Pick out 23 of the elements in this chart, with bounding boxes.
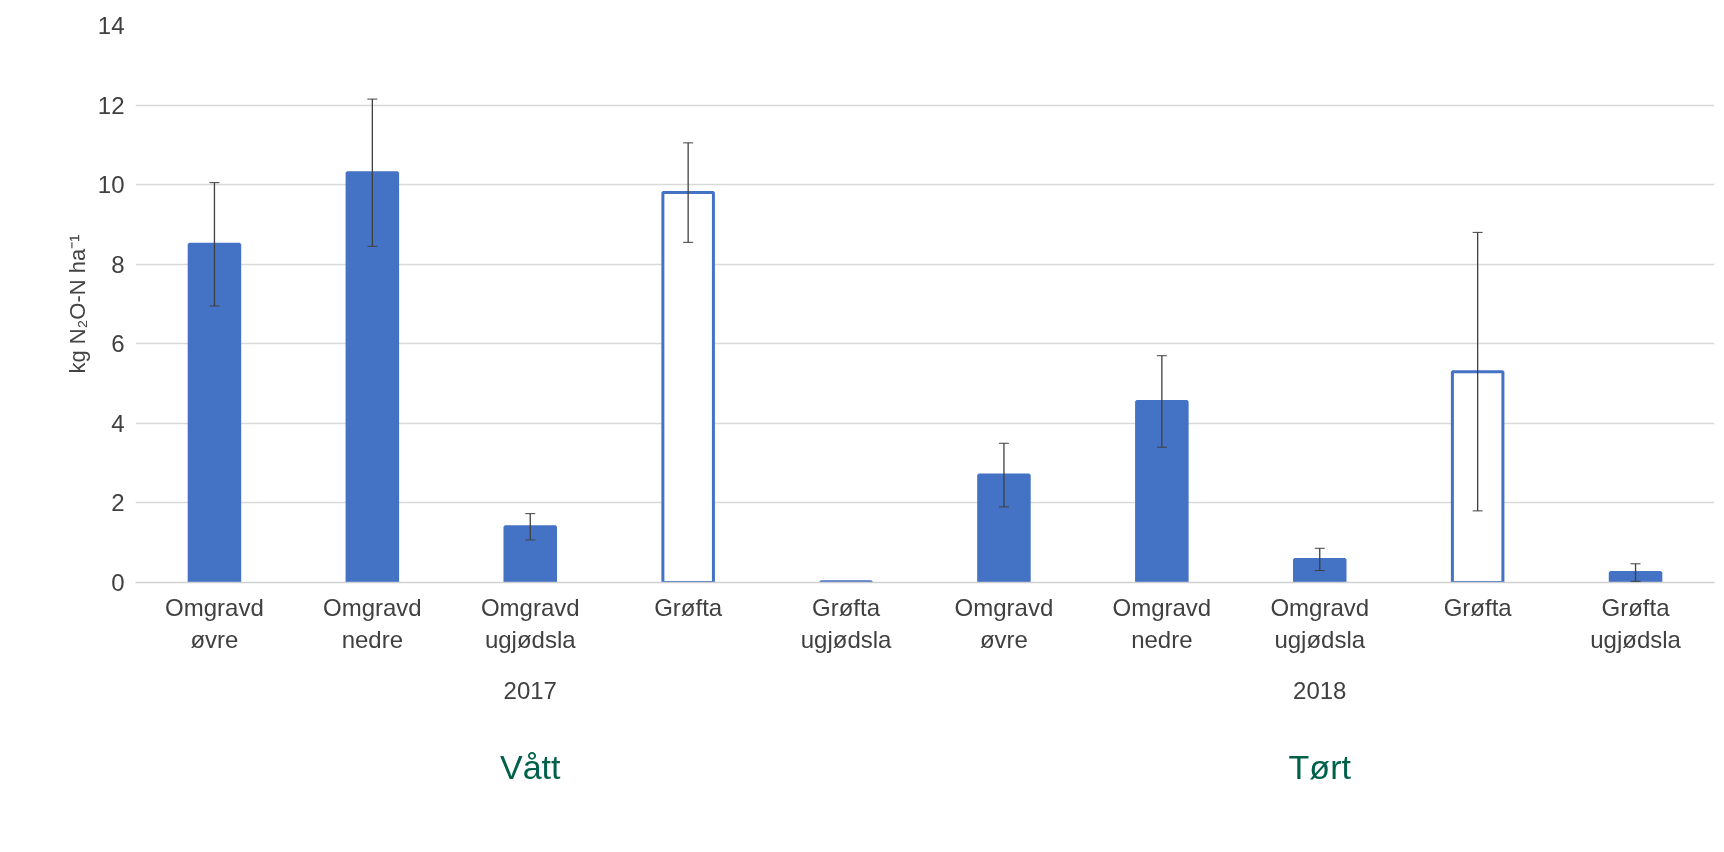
x-tick-label: Grøfta ugjødsla: [800, 593, 893, 653]
y-axis-title: kg N₂O-N ha⁻¹: [64, 234, 90, 374]
y-tick-label: 12: [97, 91, 125, 119]
text: Tørt: [1288, 747, 1352, 786]
x-tick-label: Grøfta ugjødsla: [1590, 593, 1682, 653]
x-tick-label: Grøfta: [654, 593, 723, 621]
y-tick-label: 2: [111, 489, 125, 517]
y-tick-label: 0: [111, 569, 125, 596]
x-tick-label: Omgravd nedre: [323, 593, 422, 653]
x-tick-label: Grøfta: [1443, 593, 1513, 621]
x-tick-label: Omgravd øvre: [954, 593, 1054, 653]
y-tick-label: 10: [97, 171, 125, 199]
y-tick-label: 8: [111, 250, 125, 278]
text: Vått: [500, 747, 562, 786]
y-tick-label: 14: [97, 12, 125, 39]
text: 2017: [503, 676, 557, 704]
text: 2018: [1293, 676, 1347, 704]
x-tick-label: Omgravd ugjødsla: [1270, 593, 1370, 653]
y-tick-label: 6: [111, 330, 125, 358]
x-tick-label: Omgravd ugjødsla: [480, 593, 580, 653]
x-tick-label: Omgravd øvre: [165, 593, 264, 653]
y-tick-label: 4: [111, 409, 125, 437]
x-tick-label: Omgravd nedre: [1112, 593, 1212, 653]
